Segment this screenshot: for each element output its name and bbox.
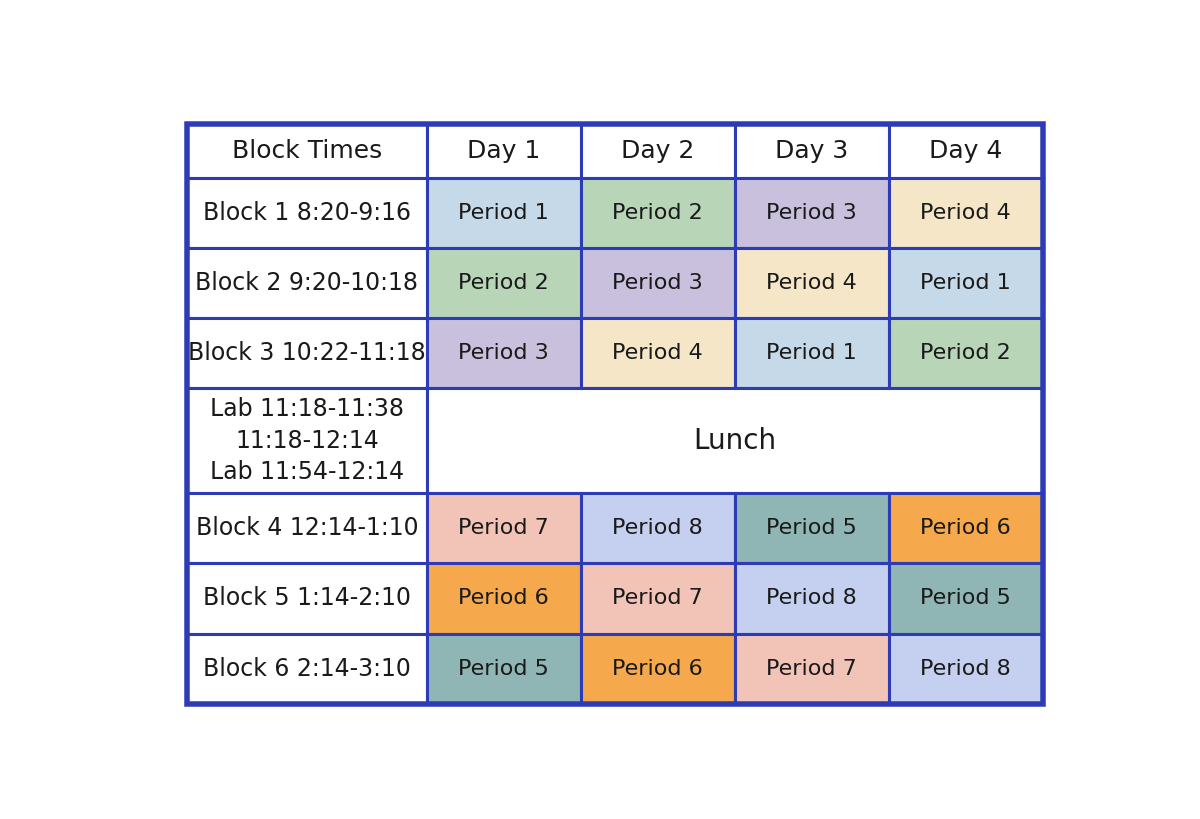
Text: Period 3: Period 3: [767, 203, 857, 223]
Text: Period 1: Period 1: [767, 343, 857, 363]
Text: Block 1 8:20-9:16: Block 1 8:20-9:16: [203, 201, 410, 224]
Text: Period 6: Period 6: [920, 518, 1012, 538]
Bar: [734, 563, 889, 634]
Text: Period 2: Period 2: [612, 203, 703, 223]
Text: Period 7: Period 7: [767, 658, 857, 679]
Text: Period 8: Period 8: [767, 589, 857, 609]
Bar: [427, 178, 581, 248]
Text: Period 5: Period 5: [767, 518, 857, 538]
Bar: [889, 178, 1043, 248]
Text: Period 6: Period 6: [458, 589, 550, 609]
Bar: [427, 388, 1043, 493]
Bar: [734, 178, 889, 248]
Text: Period 2: Period 2: [920, 343, 1012, 363]
Bar: [427, 318, 581, 388]
Text: Block 5 1:14-2:10: Block 5 1:14-2:10: [203, 586, 410, 610]
Bar: [187, 634, 427, 704]
Bar: [187, 493, 427, 563]
Text: Lunch: Lunch: [694, 427, 776, 455]
Text: Block 4 12:14-1:10: Block 4 12:14-1:10: [196, 516, 419, 541]
Text: Block 3 10:22-11:18: Block 3 10:22-11:18: [188, 341, 426, 365]
Text: Block 2 9:20-10:18: Block 2 9:20-10:18: [196, 271, 419, 295]
Bar: [734, 248, 889, 318]
Bar: [427, 124, 581, 178]
Bar: [581, 248, 734, 318]
Text: Lab 11:18-11:38
11:18-12:14
Lab 11:54-12:14: Lab 11:18-11:38 11:18-12:14 Lab 11:54-12…: [210, 397, 404, 484]
Text: Period 4: Period 4: [612, 343, 703, 363]
Bar: [734, 124, 889, 178]
Bar: [187, 178, 427, 248]
Text: Period 3: Period 3: [458, 343, 550, 363]
Text: Period 5: Period 5: [458, 658, 550, 679]
Text: Period 1: Period 1: [920, 273, 1012, 293]
Bar: [889, 318, 1043, 388]
Bar: [581, 318, 734, 388]
Text: Period 7: Period 7: [458, 518, 550, 538]
Text: Period 4: Period 4: [767, 273, 857, 293]
Bar: [734, 634, 889, 704]
Bar: [187, 318, 427, 388]
Bar: [427, 634, 581, 704]
Text: Day 1: Day 1: [467, 138, 540, 163]
Text: Period 4: Period 4: [920, 203, 1012, 223]
Bar: [427, 563, 581, 634]
Text: Period 5: Period 5: [920, 589, 1012, 609]
Text: Period 2: Period 2: [458, 273, 550, 293]
Bar: [427, 248, 581, 318]
Bar: [889, 124, 1043, 178]
Text: Day 2: Day 2: [622, 138, 695, 163]
Bar: [889, 634, 1043, 704]
Bar: [187, 248, 427, 318]
Bar: [734, 493, 889, 563]
Bar: [889, 493, 1043, 563]
Text: Block Times: Block Times: [232, 138, 382, 163]
Text: Period 1: Period 1: [458, 203, 550, 223]
Bar: [581, 493, 734, 563]
Text: Period 7: Period 7: [612, 589, 703, 609]
Bar: [187, 388, 427, 493]
Text: Period 8: Period 8: [920, 658, 1012, 679]
Text: Period 3: Period 3: [612, 273, 703, 293]
Bar: [734, 318, 889, 388]
Bar: [427, 493, 581, 563]
Bar: [889, 248, 1043, 318]
Bar: [581, 178, 734, 248]
Bar: [581, 563, 734, 634]
Text: Block 6 2:14-3:10: Block 6 2:14-3:10: [203, 657, 410, 681]
Text: Period 6: Period 6: [612, 658, 703, 679]
Bar: [889, 563, 1043, 634]
Bar: [581, 634, 734, 704]
Text: Day 4: Day 4: [929, 138, 1002, 163]
Bar: [187, 124, 427, 178]
Bar: [581, 124, 734, 178]
Text: Period 8: Period 8: [612, 518, 703, 538]
Text: Day 3: Day 3: [775, 138, 848, 163]
Bar: [187, 563, 427, 634]
